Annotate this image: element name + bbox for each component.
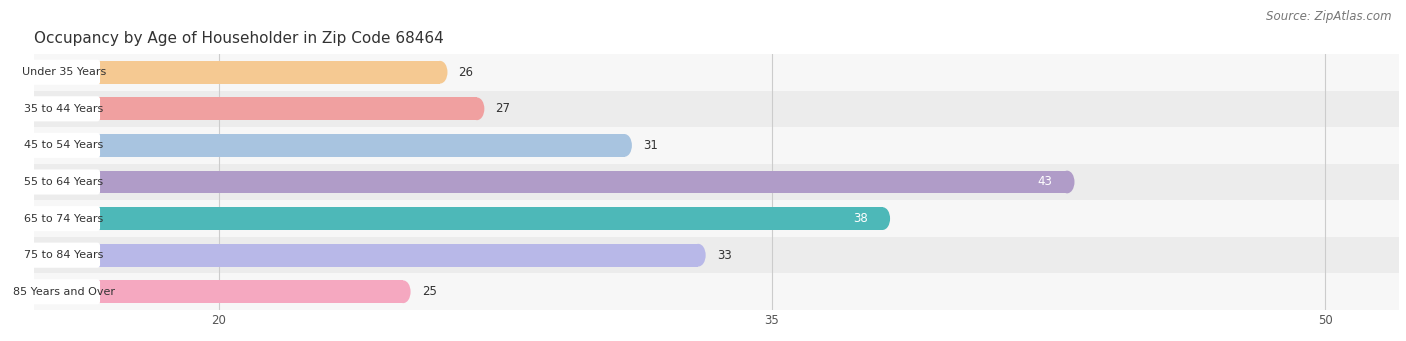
Ellipse shape <box>690 244 706 267</box>
Text: 75 to 84 Years: 75 to 84 Years <box>24 250 104 260</box>
Bar <box>34 200 1399 237</box>
Ellipse shape <box>617 134 631 157</box>
FancyBboxPatch shape <box>28 242 100 268</box>
Ellipse shape <box>470 98 484 120</box>
Text: 55 to 64 Years: 55 to 64 Years <box>24 177 104 187</box>
Bar <box>34 134 624 157</box>
Bar <box>34 61 440 84</box>
Bar <box>34 280 404 303</box>
Ellipse shape <box>27 134 42 157</box>
Text: 25: 25 <box>422 285 436 298</box>
Bar <box>34 237 1399 273</box>
Ellipse shape <box>1060 170 1074 193</box>
Bar <box>34 273 1399 310</box>
Bar <box>34 127 1399 164</box>
Ellipse shape <box>27 61 42 84</box>
FancyBboxPatch shape <box>28 206 100 231</box>
Ellipse shape <box>876 207 890 230</box>
Ellipse shape <box>396 280 411 303</box>
FancyBboxPatch shape <box>28 279 100 304</box>
Bar <box>34 207 883 230</box>
Text: 45 to 54 Years: 45 to 54 Years <box>24 140 104 150</box>
Bar <box>34 164 1399 200</box>
Ellipse shape <box>27 207 42 230</box>
Bar <box>34 170 1067 193</box>
Text: Occupancy by Age of Householder in Zip Code 68464: Occupancy by Age of Householder in Zip C… <box>34 31 444 46</box>
Text: 31: 31 <box>643 139 658 152</box>
FancyBboxPatch shape <box>28 133 100 158</box>
Ellipse shape <box>27 98 42 120</box>
Ellipse shape <box>27 170 42 193</box>
Text: Source: ZipAtlas.com: Source: ZipAtlas.com <box>1267 10 1392 23</box>
Text: 27: 27 <box>495 102 510 115</box>
Text: 85 Years and Over: 85 Years and Over <box>13 287 115 297</box>
Text: 65 to 74 Years: 65 to 74 Years <box>24 213 104 224</box>
FancyBboxPatch shape <box>28 60 100 85</box>
Text: 33: 33 <box>717 249 731 262</box>
Text: 35 to 44 Years: 35 to 44 Years <box>24 104 104 114</box>
Bar <box>34 98 477 120</box>
Text: Under 35 Years: Under 35 Years <box>21 67 105 77</box>
Text: 43: 43 <box>1038 176 1052 189</box>
Ellipse shape <box>27 244 42 267</box>
FancyBboxPatch shape <box>28 96 100 121</box>
FancyBboxPatch shape <box>28 169 100 195</box>
Text: 26: 26 <box>458 66 474 79</box>
Ellipse shape <box>433 61 447 84</box>
Bar <box>34 90 1399 127</box>
Bar <box>34 244 699 267</box>
Text: 38: 38 <box>853 212 868 225</box>
Bar <box>34 54 1399 90</box>
Ellipse shape <box>27 280 42 303</box>
